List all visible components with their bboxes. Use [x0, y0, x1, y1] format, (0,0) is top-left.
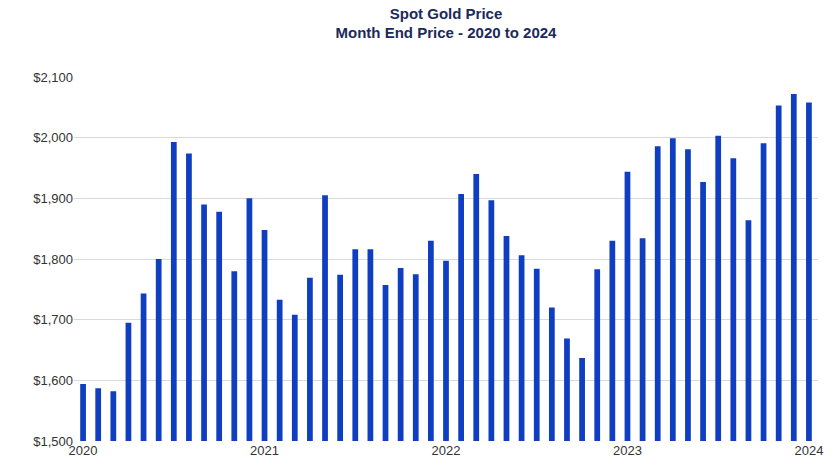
svg-text:$1,700: $1,700	[33, 312, 73, 327]
svg-text:2024: 2024	[794, 443, 823, 458]
svg-text:2021: 2021	[250, 443, 279, 458]
svg-text:2022: 2022	[432, 443, 461, 458]
svg-text:2020: 2020	[69, 443, 98, 458]
svg-text:$1,800: $1,800	[33, 252, 73, 267]
svg-text:Spot Gold PriceMonth End Price: Spot Gold PriceMonth End Price - 2020 to…	[336, 5, 558, 42]
svg-text:$1,900: $1,900	[33, 191, 73, 206]
svg-text:$2,000: $2,000	[33, 130, 73, 145]
svg-text:$1,500: $1,500	[33, 434, 73, 449]
svg-text:$1,600: $1,600	[33, 373, 73, 388]
svg-text:2023: 2023	[613, 443, 642, 458]
svg-text:$2,100: $2,100	[33, 70, 73, 85]
